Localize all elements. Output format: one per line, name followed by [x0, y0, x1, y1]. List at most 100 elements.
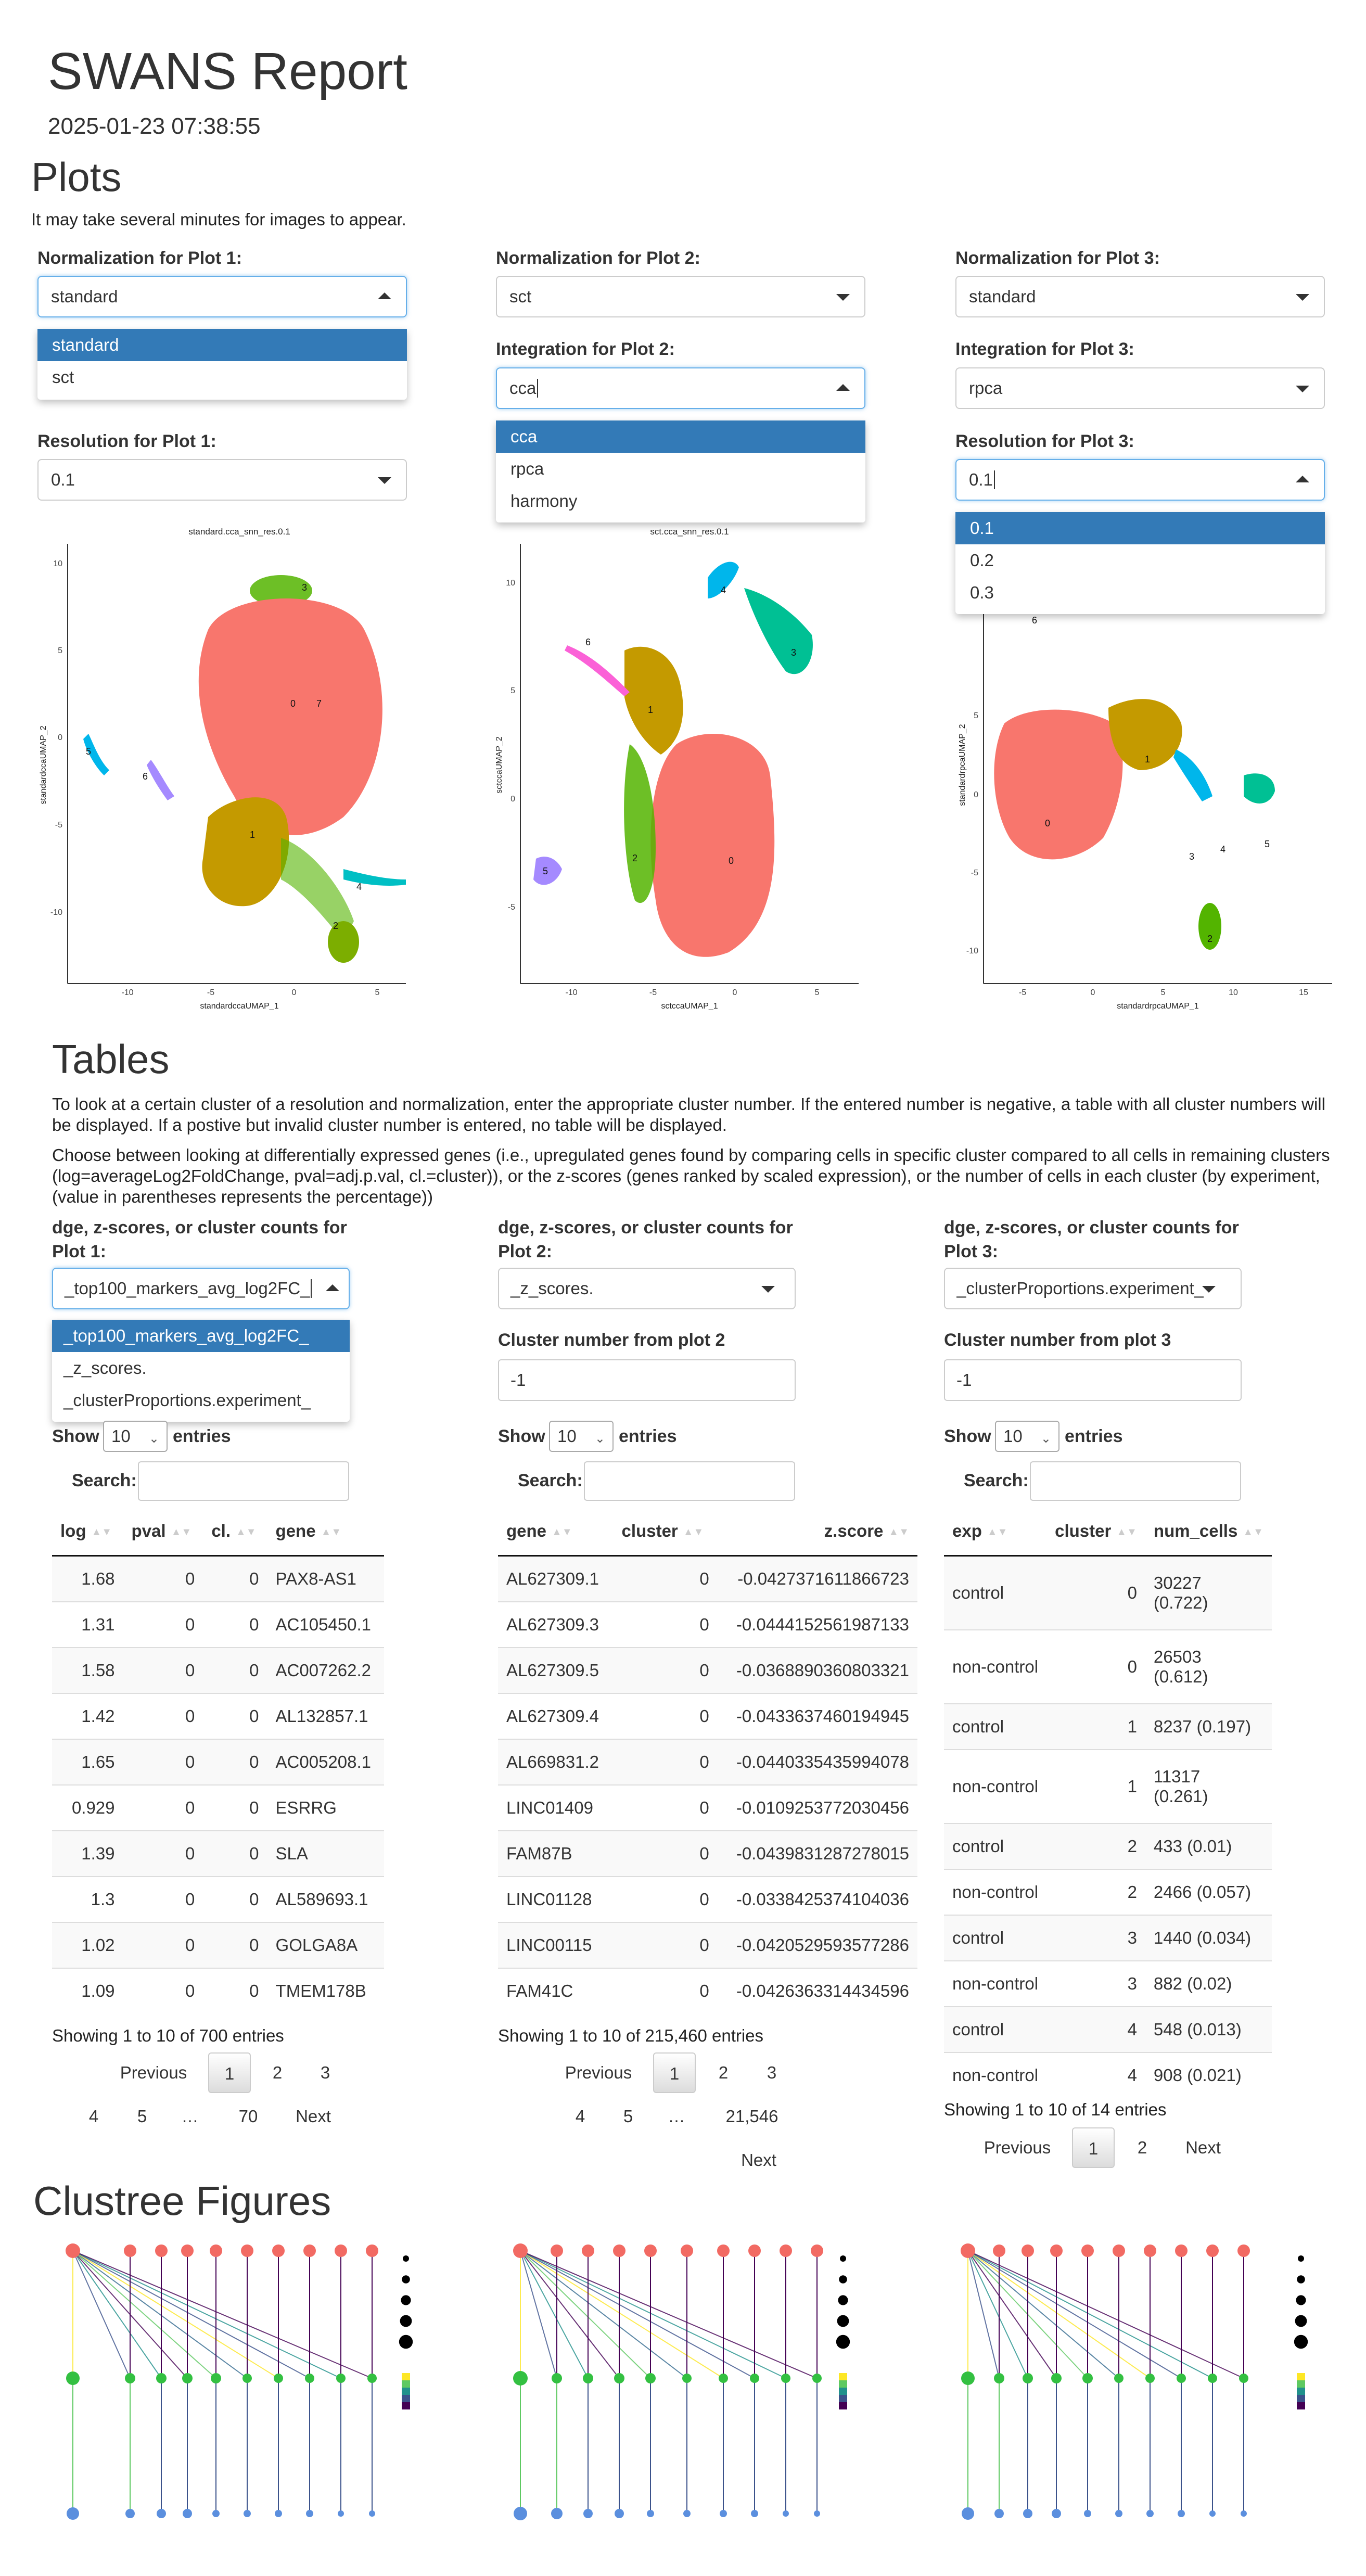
- t3-info: Showing 1 to 10 of 14 entries: [944, 2100, 1167, 2119]
- table-cell: AL589693.1: [267, 1876, 384, 1922]
- t3-page-size-select[interactable]: 10 ⌄: [995, 1421, 1059, 1452]
- t2-page-button[interactable]: 1: [653, 2052, 696, 2093]
- clustree-node: [994, 2509, 1004, 2518]
- t3-previous-button[interactable]: Previous: [984, 2138, 1051, 2157]
- table-cell: 0: [123, 1876, 203, 1922]
- plot2-int-option[interactable]: harmony: [510, 491, 578, 511]
- sort-icon: ▲▼: [321, 1526, 342, 1538]
- table-cell: AL132857.1: [267, 1693, 384, 1739]
- t3-page-button[interactable]: 1: [1072, 2127, 1115, 2168]
- t1-next-button[interactable]: Next: [296, 2107, 331, 2126]
- table-cell: 26503 (0.612): [1145, 1629, 1272, 1704]
- legend-size-dot: [1297, 2275, 1305, 2284]
- table-row: non-control 1 11317 (0.261): [944, 1749, 1272, 1823]
- t3-cluster-input[interactable]: -1: [944, 1359, 1242, 1401]
- t2-page-button[interactable]: 4: [575, 2107, 585, 2126]
- clustree-node: [369, 2510, 375, 2517]
- plot2-int-option[interactable]: rpca: [510, 459, 544, 478]
- t1-type-select[interactable]: _top100_markers_avg_log2FC_: [52, 1268, 350, 1309]
- column-header[interactable]: cluster ▲▼: [1046, 1507, 1145, 1557]
- t1-type-option[interactable]: _clusterProportions.experiment_: [63, 1391, 311, 1410]
- table-cell: 1.42: [52, 1693, 123, 1739]
- t1-previous-button[interactable]: Previous: [120, 2063, 187, 2082]
- t1-show-label: Show: [52, 1426, 99, 1446]
- x-axis-label: standardccaUMAP_1: [200, 1002, 278, 1011]
- table-cell: -0.0420529593577286: [717, 1922, 917, 1968]
- plot3-res-option[interactable]: 0.2: [970, 551, 994, 570]
- t1-type-option[interactable]: _top100_markers_avg_log2FC_: [52, 1320, 350, 1352]
- column-header[interactable]: gene ▲▼: [267, 1507, 384, 1557]
- column-header[interactable]: log ▲▼: [52, 1507, 123, 1557]
- t3-search-input[interactable]: [1030, 1461, 1241, 1501]
- t1-page-button[interactable]: 1: [208, 2052, 251, 2093]
- t1-page-size-select[interactable]: 10 ⌄: [103, 1421, 168, 1452]
- legend-size-dot: [836, 2335, 850, 2349]
- column-header[interactable]: pval ▲▼: [123, 1507, 203, 1557]
- legend-colorbar: [402, 2402, 410, 2409]
- clustree-node: [1115, 2510, 1122, 2517]
- plot2-norm-select[interactable]: sct: [496, 276, 865, 317]
- t2-cluster-input[interactable]: -1: [498, 1359, 796, 1401]
- t3-page-button[interactable]: 2: [1137, 2138, 1147, 2157]
- plot3-res-option[interactable]: 0.3: [970, 583, 994, 602]
- clustree-node: [1023, 2509, 1032, 2518]
- t2-type-value: _z_scores.: [510, 1279, 594, 1298]
- t2-page-button[interactable]: 5: [623, 2107, 633, 2126]
- clustree-node: [1084, 2510, 1091, 2517]
- table-cell: 433 (0.01): [1145, 1823, 1272, 1869]
- t2-search-input[interactable]: [584, 1461, 795, 1501]
- table-cell: 0: [203, 1830, 267, 1877]
- t2-previous-button[interactable]: Previous: [565, 2063, 632, 2082]
- plot3-res-option[interactable]: 0.1: [955, 512, 1325, 544]
- t1-page-button[interactable]: 3: [320, 2063, 330, 2082]
- t3-type-value: _clusterProportions.experiment_: [956, 1279, 1204, 1298]
- plot2-int-select[interactable]: cca: [496, 367, 865, 409]
- t1-search-input[interactable]: [138, 1461, 349, 1501]
- clustree-node: [814, 2510, 820, 2517]
- t2-type-select[interactable]: _z_scores.: [498, 1268, 796, 1309]
- column-header[interactable]: cl. ▲▼: [203, 1507, 267, 1557]
- plot2-int-dropdown: cca rpca harmony: [496, 420, 865, 522]
- column-header[interactable]: cluster ▲▼: [613, 1507, 718, 1557]
- t3-type-select[interactable]: _clusterProportions.experiment_: [944, 1268, 1242, 1309]
- column-header[interactable]: exp ▲▼: [944, 1507, 1047, 1557]
- t1-page-button[interactable]: 70: [238, 2107, 258, 2126]
- t2-page-size-select[interactable]: 10 ⌄: [549, 1421, 614, 1452]
- column-header[interactable]: num_cells ▲▼: [1145, 1507, 1272, 1557]
- t1-page-button[interactable]: 4: [88, 2107, 99, 2126]
- legend-colorbar: [402, 2373, 410, 2380]
- clustree-node: [274, 2374, 283, 2383]
- t2-page-button[interactable]: 21,546: [725, 2107, 778, 2126]
- plot3-int-select[interactable]: rpca: [955, 367, 1325, 409]
- t2-page-button[interactable]: 3: [767, 2063, 777, 2082]
- t3-next-button[interactable]: Next: [1185, 2138, 1221, 2157]
- plot1-res-select[interactable]: 0.1: [37, 459, 407, 501]
- t1-page-button[interactable]: 2: [272, 2063, 283, 2082]
- plot3-norm-select[interactable]: standard: [955, 276, 1325, 317]
- t1-page-button[interactable]: 5: [137, 2107, 147, 2126]
- clustree-edge: [967, 2250, 1244, 2379]
- y-tick: 10: [53, 559, 62, 568]
- plot3-res-select[interactable]: 0.1: [955, 459, 1325, 501]
- plot1-norm-select[interactable]: standard: [37, 276, 407, 317]
- caret-up-icon: [1296, 476, 1309, 482]
- column-header[interactable]: gene ▲▼: [498, 1507, 614, 1557]
- y-tick: 0: [974, 790, 978, 799]
- clustree-edge: [72, 2250, 310, 2379]
- table-row: FAM87B 0 -0.0439831287278015: [498, 1830, 917, 1877]
- cluster-label: 2: [1207, 934, 1212, 944]
- clustree-node: [1146, 2510, 1154, 2517]
- t2-next-button[interactable]: Next: [741, 2150, 776, 2170]
- t2-page-button[interactable]: 2: [718, 2063, 729, 2082]
- plot2-int-option[interactable]: cca: [496, 420, 865, 453]
- clustree-edge: [72, 2250, 162, 2379]
- plot1-norm-option[interactable]: sct: [52, 367, 74, 387]
- table-cell: FAM41C: [498, 1968, 614, 2013]
- t1-type-option[interactable]: _z_scores.: [63, 1358, 147, 1378]
- umap-plot-1: standard.cca_snn_res.0.1 10 5 0 -5 -10 -…: [39, 527, 406, 1011]
- clustree-node: [1175, 2245, 1188, 2257]
- table-cell: 0: [613, 1968, 718, 2013]
- plot1-norm-option[interactable]: standard: [37, 329, 407, 361]
- column-header[interactable]: z.score ▲▼: [717, 1507, 917, 1557]
- x-tick: -5: [649, 988, 657, 997]
